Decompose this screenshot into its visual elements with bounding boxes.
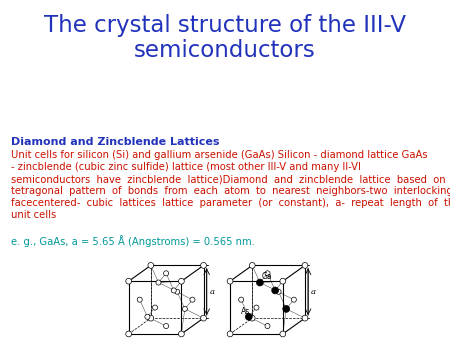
Circle shape	[179, 331, 184, 337]
Circle shape	[137, 297, 142, 302]
Circle shape	[164, 323, 169, 329]
Circle shape	[254, 305, 259, 310]
Circle shape	[164, 271, 169, 276]
Circle shape	[265, 323, 270, 329]
Circle shape	[148, 315, 154, 321]
Circle shape	[272, 287, 279, 294]
Circle shape	[126, 331, 131, 337]
Circle shape	[280, 331, 286, 337]
Circle shape	[145, 314, 150, 319]
Circle shape	[302, 263, 308, 268]
Circle shape	[126, 278, 131, 284]
Circle shape	[249, 263, 255, 268]
Text: a: a	[209, 288, 214, 296]
Text: As: As	[241, 307, 250, 316]
Circle shape	[256, 279, 263, 286]
Text: a: a	[311, 288, 316, 296]
Circle shape	[148, 263, 154, 268]
Circle shape	[245, 313, 252, 320]
Circle shape	[291, 297, 297, 302]
Circle shape	[227, 331, 233, 337]
Text: e. g., GaAs, a = 5.65 Å (Angstroms) = 0.565 nm.: e. g., GaAs, a = 5.65 Å (Angstroms) = 0.…	[11, 235, 255, 247]
Circle shape	[201, 263, 207, 268]
Circle shape	[175, 289, 180, 294]
Circle shape	[302, 315, 308, 321]
Circle shape	[153, 305, 158, 310]
Circle shape	[201, 315, 207, 321]
Text: Unit cells for silicon (Si) and gallium arsenide (GaAs) Silicon - diamond lattic: Unit cells for silicon (Si) and gallium …	[11, 150, 450, 220]
Circle shape	[238, 297, 243, 302]
Text: Ga: Ga	[262, 271, 273, 281]
Circle shape	[265, 271, 270, 276]
Circle shape	[276, 289, 281, 294]
Circle shape	[283, 306, 290, 312]
Text: The crystal structure of the III-V
semiconductors: The crystal structure of the III-V semic…	[44, 14, 406, 62]
Text: Diamond and Zincblende Lattices: Diamond and Zincblende Lattices	[11, 137, 220, 147]
Circle shape	[156, 280, 161, 285]
Circle shape	[249, 315, 255, 321]
Circle shape	[190, 297, 195, 302]
Circle shape	[280, 278, 286, 284]
Circle shape	[182, 306, 187, 311]
Circle shape	[227, 278, 233, 284]
Circle shape	[171, 288, 176, 293]
Circle shape	[179, 278, 184, 284]
